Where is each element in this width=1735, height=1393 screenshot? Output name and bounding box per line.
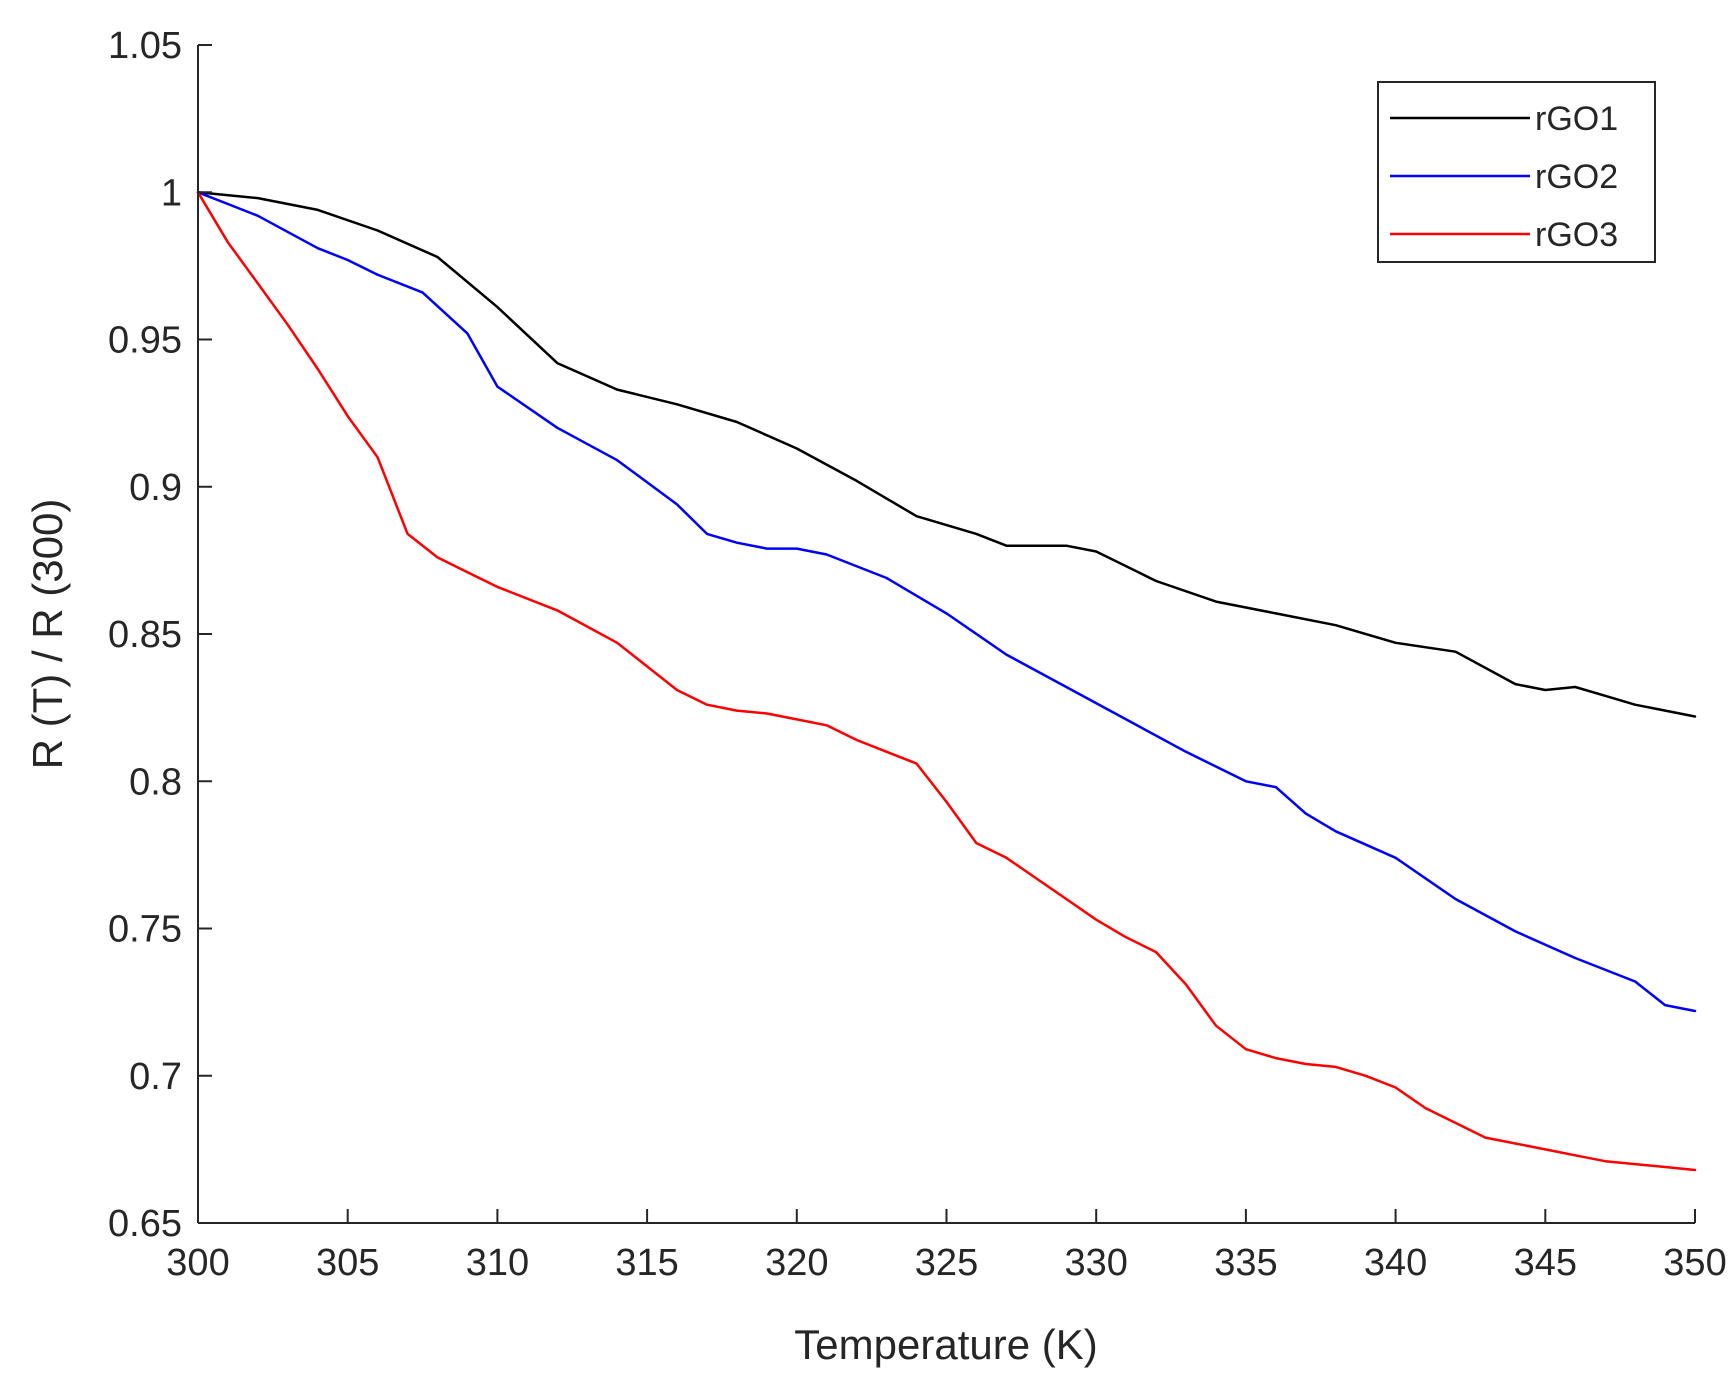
legend-label-rgo1: rGO1 [1535,100,1618,138]
series-line-rgo3 [196,191,1697,1172]
x-tick-label: 305 [316,1242,379,1284]
y-tick-label: 0.65 [108,1203,182,1245]
y-tick-label: 1 [161,172,182,214]
x-axis-title: Temperature (K) [794,1321,1097,1368]
x-tick-label: 335 [1214,1242,1277,1284]
x-tick-label: 330 [1064,1242,1127,1284]
y-tick-label: 0.7 [129,1056,182,1098]
y-tick-label: 1.05 [108,25,182,67]
x-tick-label: 320 [765,1242,828,1284]
series-layer [196,191,1697,1172]
y-tick-label: 0.75 [108,909,182,951]
x-tick-label: 315 [615,1242,678,1284]
legend-label-rgo2: rGO2 [1535,158,1618,196]
series-line-rgo2 [196,191,1697,1013]
x-tick-label: 300 [166,1242,229,1284]
y-tick-label: 0.9 [129,467,182,509]
y-tick-label: 0.8 [129,761,182,803]
y-tick-label: 0.95 [108,320,182,362]
y-tick-label: 0.85 [108,614,182,656]
legend-label-rgo3: rGO3 [1535,216,1618,254]
x-tick-label: 310 [466,1242,529,1284]
x-tick-label: 350 [1663,1242,1726,1284]
x-tick-label: 325 [915,1242,978,1284]
series-line-rgo1 [196,191,1697,718]
legend: rGO1 rGO2 rGO3 [1377,81,1656,263]
legend-box [1377,81,1656,263]
y-axis-title: R (T) / R (300) [24,499,71,770]
y-ticks: 0.65 0.7 0.75 0.8 0.85 0.9 0.95 1 1.05 [108,25,212,1245]
x-tick-label: 340 [1364,1242,1427,1284]
x-tick-label: 345 [1514,1242,1577,1284]
x-ticks: 300 305 310 315 320 325 330 335 340 345 350 [166,1209,1727,1284]
